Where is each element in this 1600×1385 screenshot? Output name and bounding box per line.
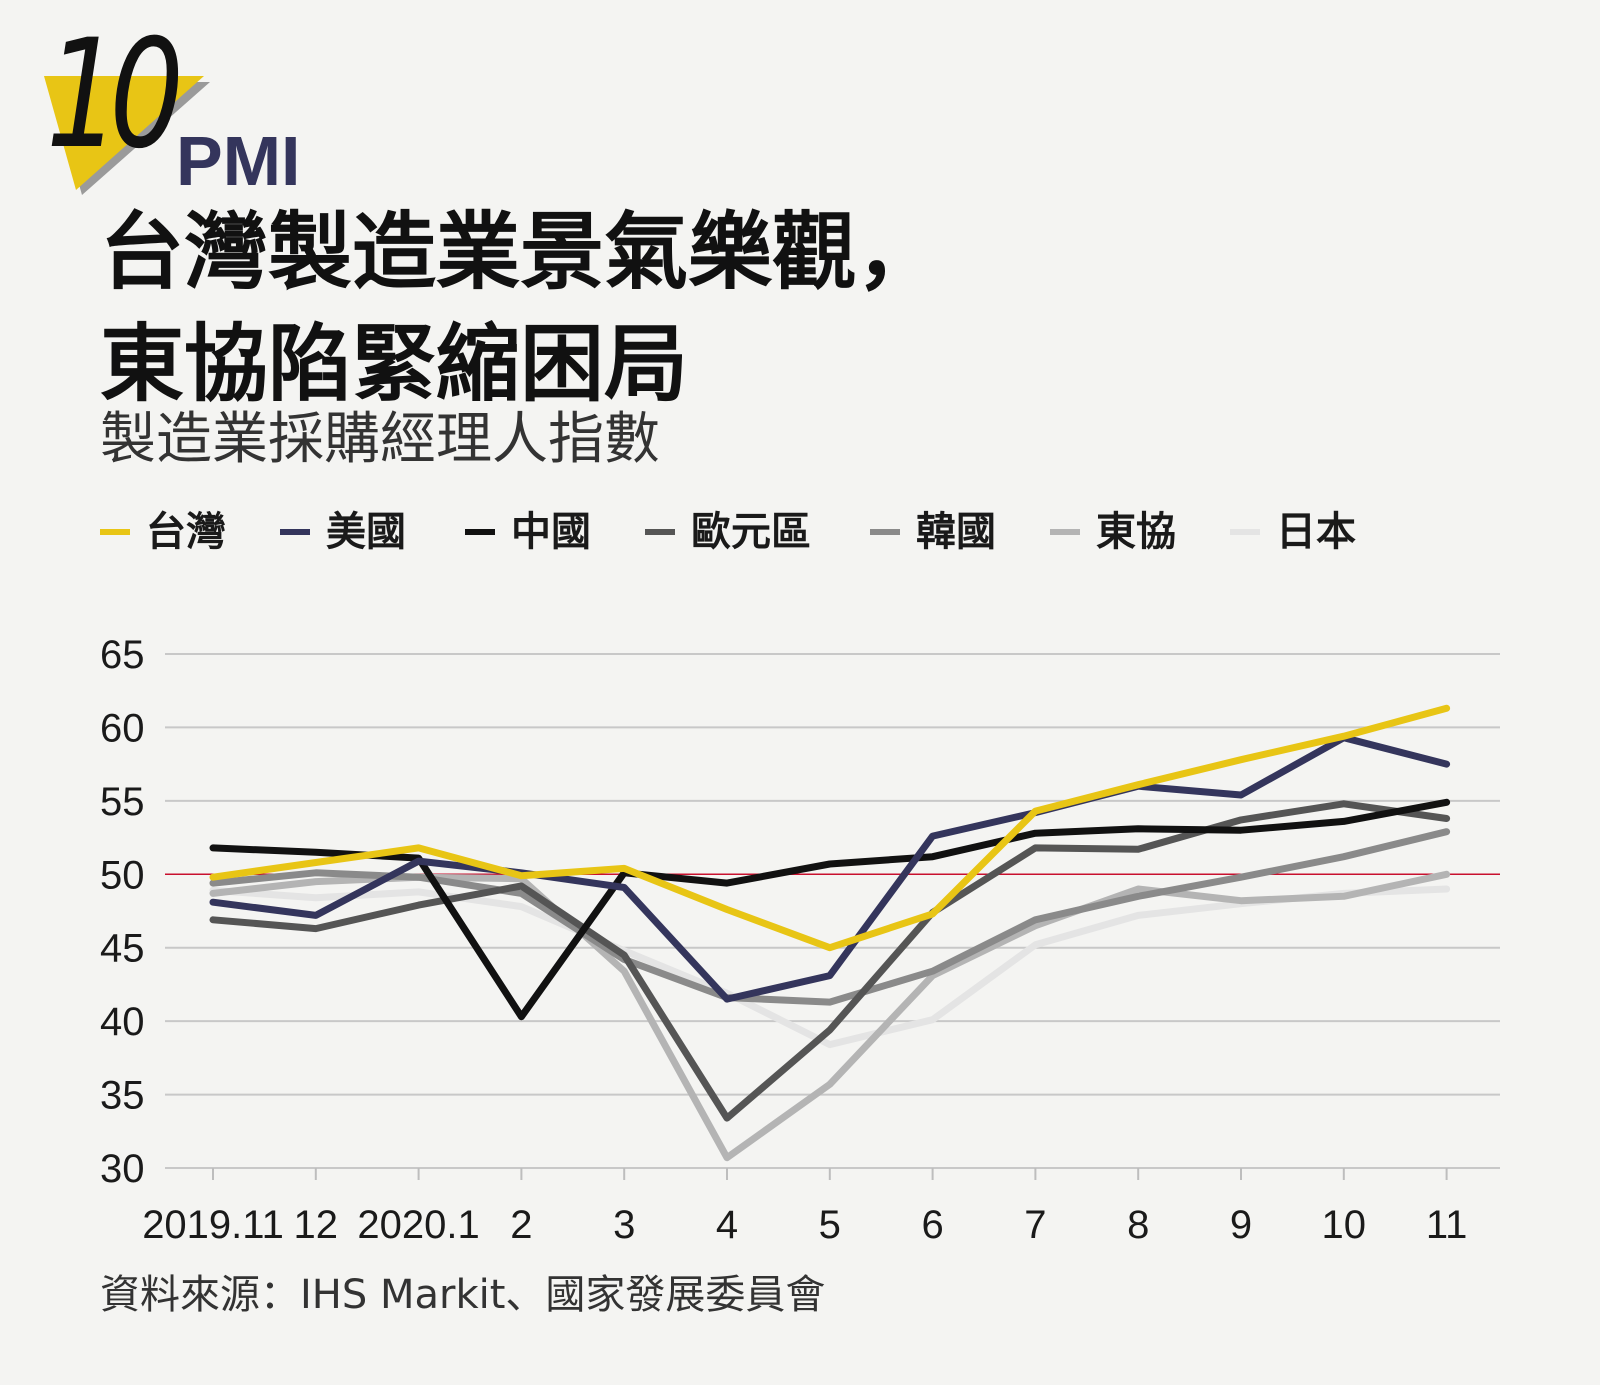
x-tick-label: 2019.11 xyxy=(142,1203,284,1240)
legend-label: 日本 xyxy=(1276,509,1356,555)
legend-swatch xyxy=(645,529,675,535)
legend-label: 東協 xyxy=(1096,509,1176,555)
y-tick-label: 55 xyxy=(100,780,145,824)
series-line-2 xyxy=(209,828,1451,1006)
badge-triangle-icon xyxy=(44,76,210,195)
series-lines xyxy=(209,704,1451,1162)
x-tick-label: 7 xyxy=(1024,1203,1046,1240)
x-tick-label: 5 xyxy=(819,1203,841,1240)
chart-badge: 10 PMI xyxy=(40,20,340,210)
y-tick-label: 50 xyxy=(100,853,145,897)
x-tick-label: 4 xyxy=(716,1203,738,1240)
x-axis-ticks: 2019.11 12 2020.1 2 3 4 5 6 7 8 9 10 11 xyxy=(142,1168,1467,1240)
chart-number: 10 xyxy=(46,8,184,182)
legend-swatch xyxy=(280,529,310,535)
legend-label: 歐元區 xyxy=(691,509,811,555)
x-tick-label: 12 xyxy=(294,1203,339,1240)
grid-lines xyxy=(165,653,1500,1169)
badge-yellow-triangle xyxy=(44,76,204,190)
x-tick-label: 9 xyxy=(1230,1203,1252,1240)
x-tick-label: 6 xyxy=(921,1203,943,1240)
x-tick-label: 2020.1 xyxy=(357,1203,479,1240)
x-tick-label: 10 xyxy=(1322,1203,1367,1240)
page-title: 台灣製造業景氣樂觀， 東協陷緊縮困局 xyxy=(100,196,940,420)
y-tick-label: 60 xyxy=(100,706,145,750)
y-tick-label: 35 xyxy=(100,1074,145,1118)
y-tick-label: 65 xyxy=(100,633,145,677)
title-line-2: 東協陷緊縮困局 xyxy=(100,315,689,413)
legend-swatch xyxy=(1230,529,1260,535)
legend-swatch xyxy=(465,529,495,535)
x-tick-label: 3 xyxy=(613,1203,635,1240)
series-line-1 xyxy=(209,870,1451,1162)
title-line-1: 台灣製造業景氣樂觀， xyxy=(100,203,941,301)
y-axis-ticks: 30 35 40 45 50 55 60 65 xyxy=(100,633,145,1191)
chart-subtitle: 製造業採購經理人指數 xyxy=(100,407,660,472)
x-tick-label: 8 xyxy=(1127,1203,1149,1240)
legend-label: 韓國 xyxy=(916,509,996,555)
x-tick-label: 11 xyxy=(1426,1203,1468,1240)
legend-label: 美國 xyxy=(326,509,406,555)
legend-swatch xyxy=(100,529,130,535)
series-line-3 xyxy=(209,800,1451,1122)
legend-swatch xyxy=(870,529,900,535)
chart-tag: PMI xyxy=(176,122,301,200)
x-tick-label: 2 xyxy=(510,1203,532,1240)
series-line-5 xyxy=(209,734,1451,1003)
series-line-6 xyxy=(209,704,1451,952)
legend-label: 中國 xyxy=(511,509,591,555)
legend-swatch xyxy=(1050,529,1080,535)
y-tick-label: 45 xyxy=(100,927,145,971)
source-note: 資料來源：IHS Markit、國家發展委員會 xyxy=(100,1272,826,1318)
y-tick-label: 40 xyxy=(100,1000,145,1044)
y-tick-label: 30 xyxy=(100,1147,145,1191)
legend-label: 台灣 xyxy=(146,509,226,555)
